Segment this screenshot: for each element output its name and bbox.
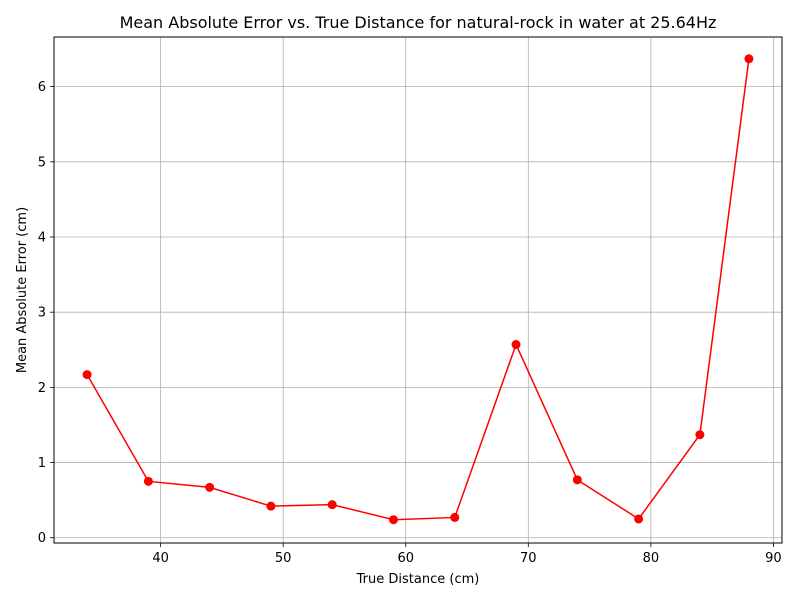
data-point <box>744 54 754 64</box>
y-tick-label: 6 <box>38 80 46 95</box>
y-tick-label: 4 <box>38 230 46 245</box>
series-line <box>86 58 750 521</box>
data-point <box>266 501 276 511</box>
y-tick-label: 3 <box>38 306 46 321</box>
series-layer <box>82 54 754 525</box>
data-point <box>205 482 215 492</box>
data-point <box>327 500 337 510</box>
data-point <box>388 515 398 525</box>
axis-ticks: 40 50 60 70 80 90 0 1 2 3 4 5 6 <box>38 80 782 566</box>
y-axis-label: Mean Absolute Error (cm) <box>15 207 30 373</box>
grid-lines <box>54 37 782 543</box>
x-tick-label: 90 <box>765 551 782 566</box>
data-point <box>143 476 153 486</box>
x-tick-label: 80 <box>643 551 660 566</box>
data-point <box>82 370 92 380</box>
x-tick-label: 70 <box>520 551 537 566</box>
plot-frame <box>53 36 783 544</box>
y-tick-label: 0 <box>38 531 46 546</box>
x-tick-label: 40 <box>152 551 169 566</box>
data-point <box>572 475 582 485</box>
chart-title: Mean Absolute Error vs. True Distance fo… <box>120 13 717 32</box>
x-tick-label: 60 <box>397 551 414 566</box>
y-tick-label: 2 <box>38 381 46 396</box>
data-point <box>450 512 460 522</box>
y-tick-label: 5 <box>38 155 46 170</box>
data-point <box>511 340 521 350</box>
data-point <box>695 430 705 440</box>
x-tick-label: 50 <box>275 551 292 566</box>
y-tick-label: 1 <box>38 456 46 471</box>
data-point <box>634 514 644 524</box>
x-axis-label: True Distance (cm) <box>356 572 480 587</box>
